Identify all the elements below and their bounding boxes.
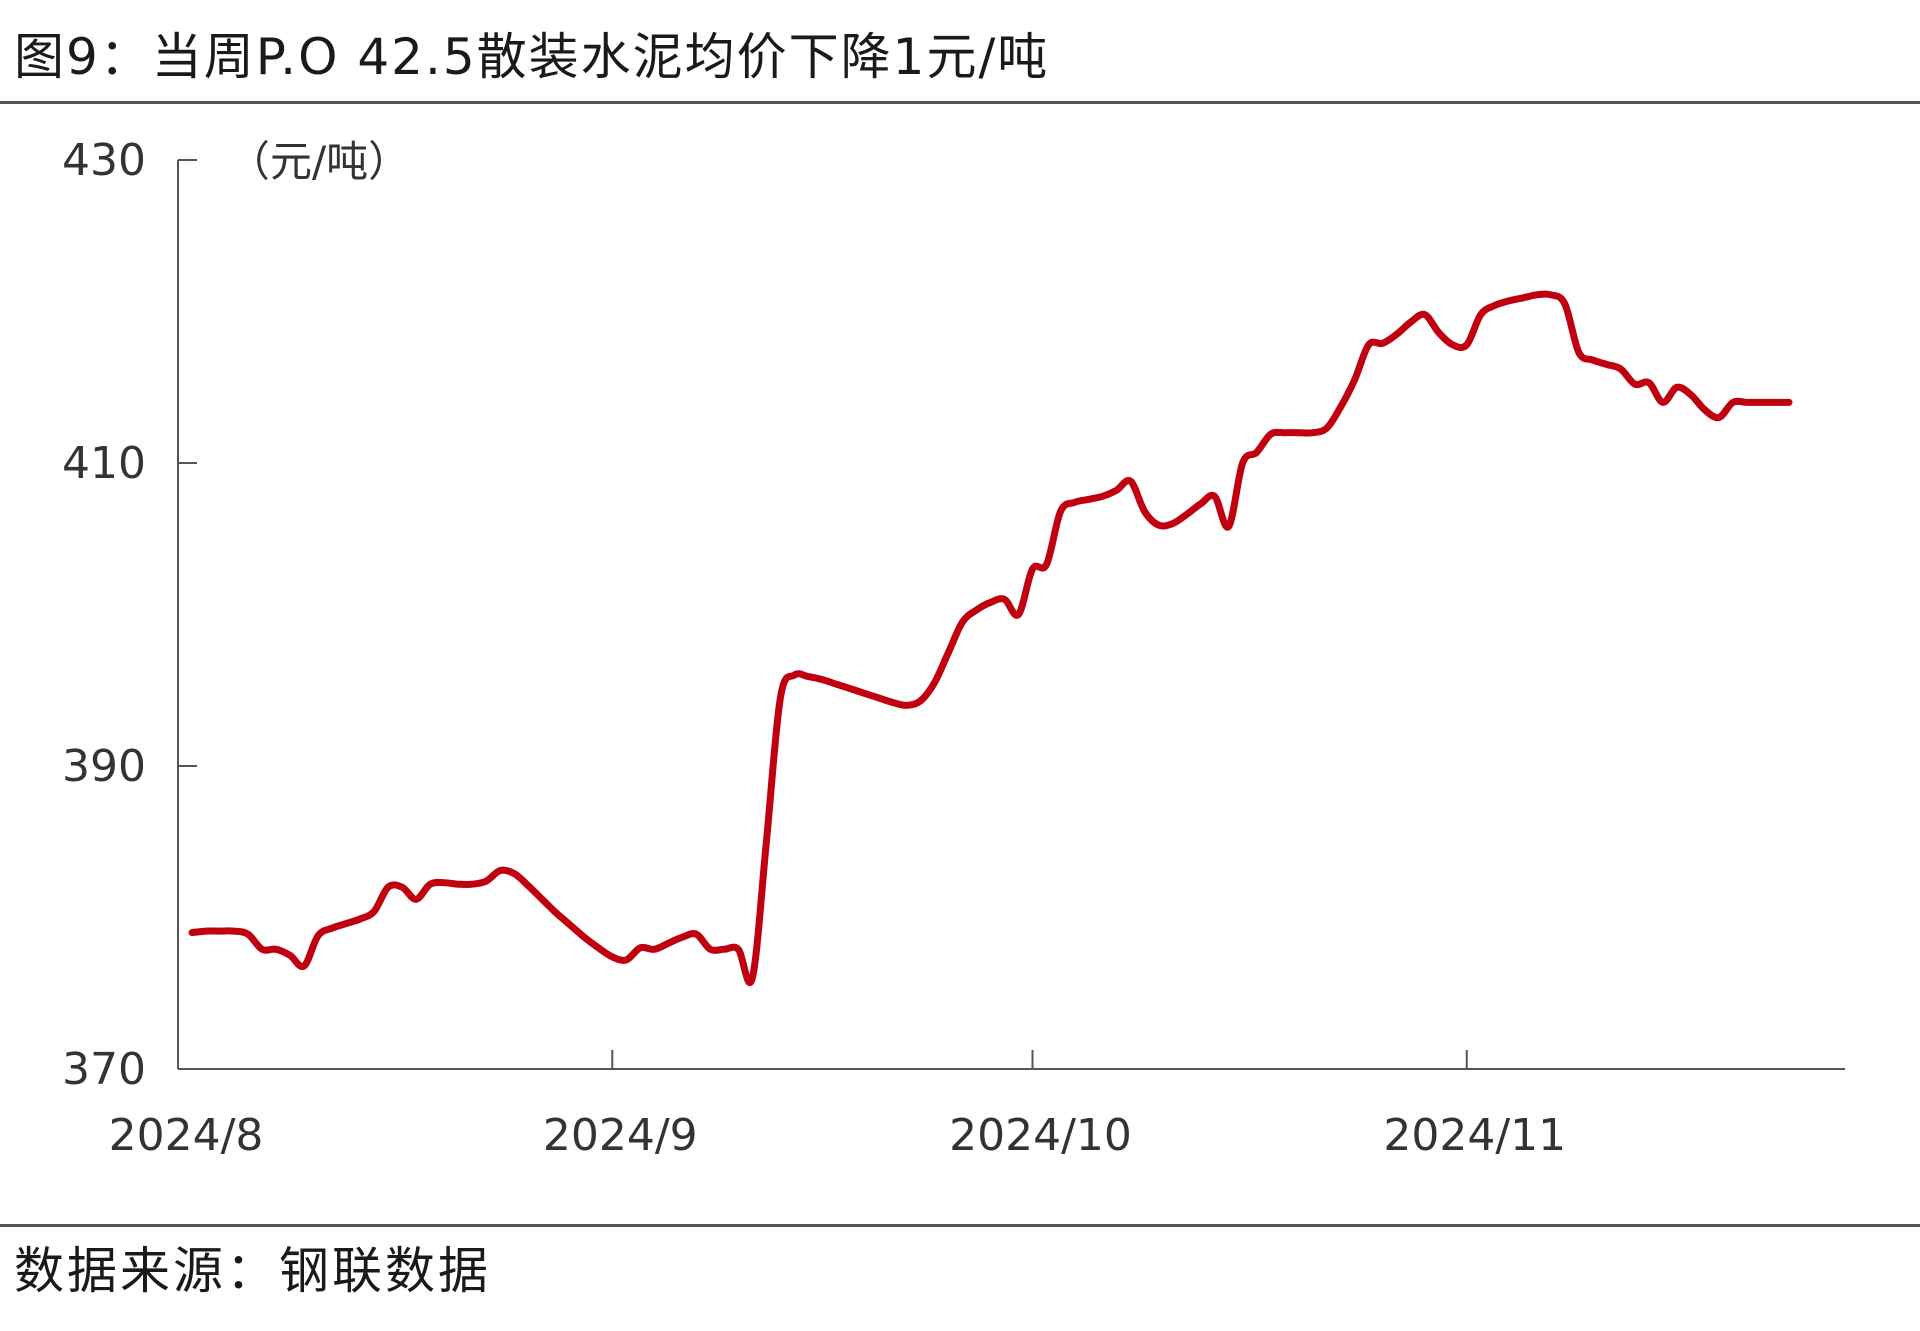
y-tick-label: 370 bbox=[62, 1044, 146, 1095]
chart-title: 图9：当周P.O 42.5散装水泥均价下降1元/吨 bbox=[14, 28, 1050, 86]
series-line bbox=[188, 290, 1793, 986]
chart-ticks: 370 390 410 430 （元/吨） 2024/8 2024/9 2024/10 2024… bbox=[62, 135, 1566, 1161]
bottom-divider bbox=[0, 1224, 1920, 1227]
x-tick-label: 2024/9 bbox=[543, 1110, 698, 1161]
y-axis-unit-label: （元/吨） bbox=[228, 137, 410, 186]
chart-series bbox=[188, 290, 1793, 986]
y-tick-label: 390 bbox=[62, 741, 146, 792]
source-note: 数据来源：钢联数据 bbox=[14, 1242, 491, 1300]
chart-axes bbox=[177, 160, 1845, 1070]
y-tick-label: 430 bbox=[62, 135, 146, 186]
top-divider bbox=[0, 101, 1920, 104]
y-tick-label: 410 bbox=[62, 438, 146, 489]
x-tick-label: 2024/8 bbox=[109, 1110, 264, 1161]
x-tick-label: 2024/11 bbox=[1383, 1110, 1566, 1161]
x-tick-label: 2024/10 bbox=[949, 1110, 1132, 1161]
